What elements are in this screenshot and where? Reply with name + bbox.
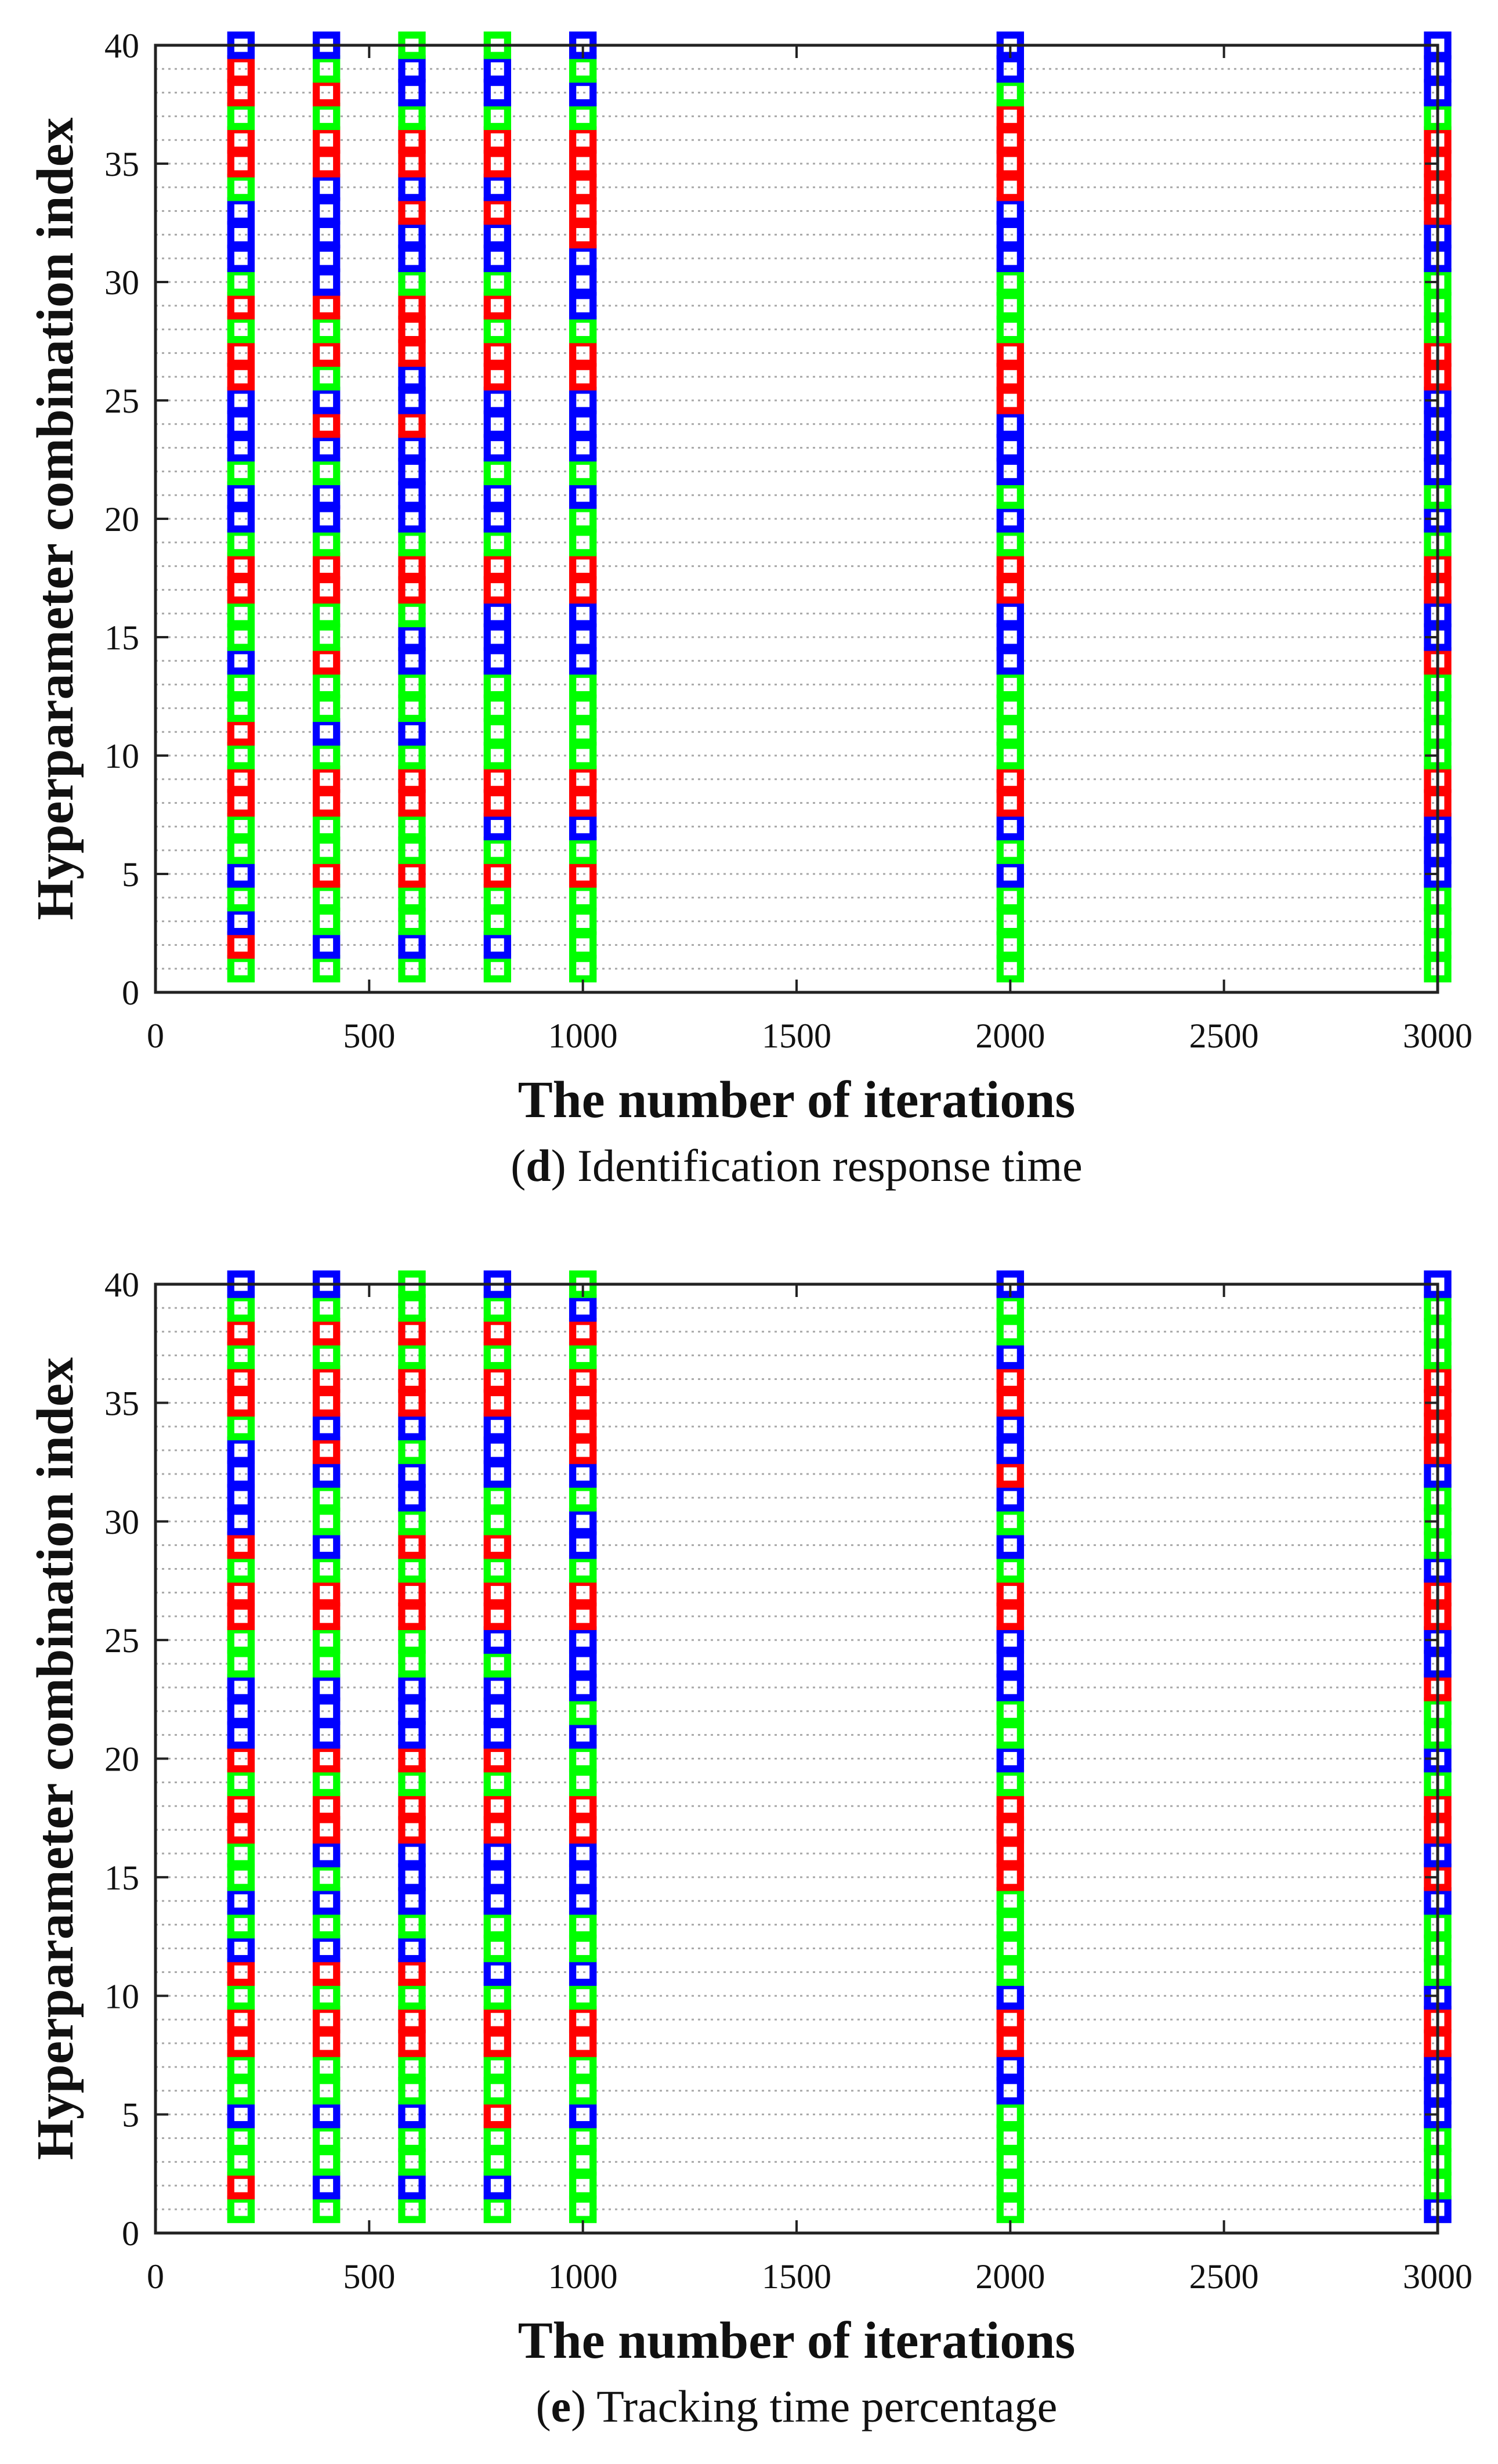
caption-open-paren: ( — [511, 1140, 526, 1191]
y-tick-label: 10 — [104, 1977, 139, 2015]
x-tick-label: 1500 — [762, 2257, 831, 2296]
series-800 — [483, 1270, 512, 2223]
chart-panel-d: 0 500 1000 1500 2000 2500 3000 0 5 10 15 20 25 30 35 40… — [27, 27, 1472, 1191]
y-tick-label: 0 — [122, 974, 139, 1012]
series-400 — [313, 31, 341, 982]
x-tick-label: 500 — [343, 1017, 395, 1055]
plot-area — [155, 1284, 1438, 2233]
series-600 — [398, 31, 426, 982]
caption-letter: d — [526, 1140, 551, 1191]
y-axis-ticks: 0 5 10 15 20 25 30 35 40 — [104, 27, 1438, 1012]
x-axis-title: The number of iterations — [518, 2312, 1076, 2369]
y-tick-label: 15 — [104, 619, 139, 657]
caption-close-paren: ) — [551, 1140, 577, 1191]
x-tick-label: 1500 — [762, 1017, 831, 1055]
y-tick-label: 40 — [104, 1266, 139, 1304]
caption-close-paren: ) — [571, 2381, 596, 2432]
series-1000 — [569, 1270, 597, 2223]
y-tick-label: 35 — [104, 1384, 139, 1422]
y-tick-label: 5 — [122, 855, 139, 894]
x-axis-ticks: 0 500 1000 1500 2000 2500 3000 — [147, 1284, 1472, 2296]
series-200 — [227, 31, 255, 982]
caption-text: Identification response time — [577, 1140, 1083, 1191]
plot-area — [155, 45, 1438, 992]
y-tick-label: 20 — [104, 1740, 139, 1779]
x-tick-label: 500 — [343, 2257, 395, 2296]
figure-caption: (e) Tracking time percentage — [536, 2381, 1058, 2432]
y-tick-label: 25 — [104, 382, 139, 420]
x-tick-label: 0 — [147, 1017, 164, 1055]
y-tick-label: 30 — [104, 1503, 139, 1541]
x-tick-label: 2000 — [975, 1017, 1045, 1055]
y-axis-title: Hyperparameter combination index — [27, 1357, 84, 2160]
x-tick-label: 3000 — [1403, 1017, 1472, 1055]
series-400 — [312, 1270, 341, 2223]
x-tick-label: 2500 — [1189, 2257, 1259, 2296]
data-markers — [227, 1270, 1452, 2223]
figure-caption: (d) Identification response time — [511, 1140, 1083, 1191]
series-800 — [483, 31, 511, 982]
y-tick-label: 5 — [122, 2096, 139, 2134]
caption-open-paren: ( — [536, 2381, 551, 2432]
series-600 — [398, 1270, 426, 2223]
y-tick-label: 35 — [104, 145, 139, 183]
y-tick-label: 20 — [104, 500, 139, 539]
y-tick-label: 0 — [122, 2214, 139, 2253]
caption-text: Tracking time percentage — [596, 2381, 1057, 2432]
series-2000 — [996, 1270, 1025, 2223]
x-tick-label: 1000 — [548, 1017, 618, 1055]
x-axis-ticks: 0 500 1000 1500 2000 2500 3000 — [147, 45, 1472, 1055]
series-2000 — [996, 31, 1024, 982]
y-tick-label: 40 — [104, 27, 139, 65]
series-1000 — [569, 31, 597, 982]
x-axis-title: The number of iterations — [518, 1071, 1076, 1129]
y-tick-label: 15 — [104, 1859, 139, 1897]
caption-letter: e — [551, 2381, 571, 2432]
y-axis-ticks: 0 5 10 15 20 25 30 35 40 — [104, 1266, 1438, 2253]
data-markers — [227, 31, 1452, 982]
y-axis-title: Hyperparameter combination index — [27, 117, 84, 920]
x-tick-label: 0 — [147, 2257, 164, 2296]
chart-panel-e: 0 500 1000 1500 2000 2500 3000 0 5 10 15 20 25 30 35 40… — [27, 1266, 1472, 2432]
x-tick-label: 2000 — [975, 2257, 1045, 2296]
y-tick-label: 30 — [104, 263, 139, 302]
x-tick-label: 1000 — [548, 2257, 618, 2296]
y-tick-label: 10 — [104, 737, 139, 775]
series-200 — [227, 1270, 255, 2223]
x-tick-label: 3000 — [1403, 2257, 1472, 2296]
y-tick-label: 25 — [104, 1621, 139, 1660]
x-tick-label: 2500 — [1189, 1017, 1259, 1055]
